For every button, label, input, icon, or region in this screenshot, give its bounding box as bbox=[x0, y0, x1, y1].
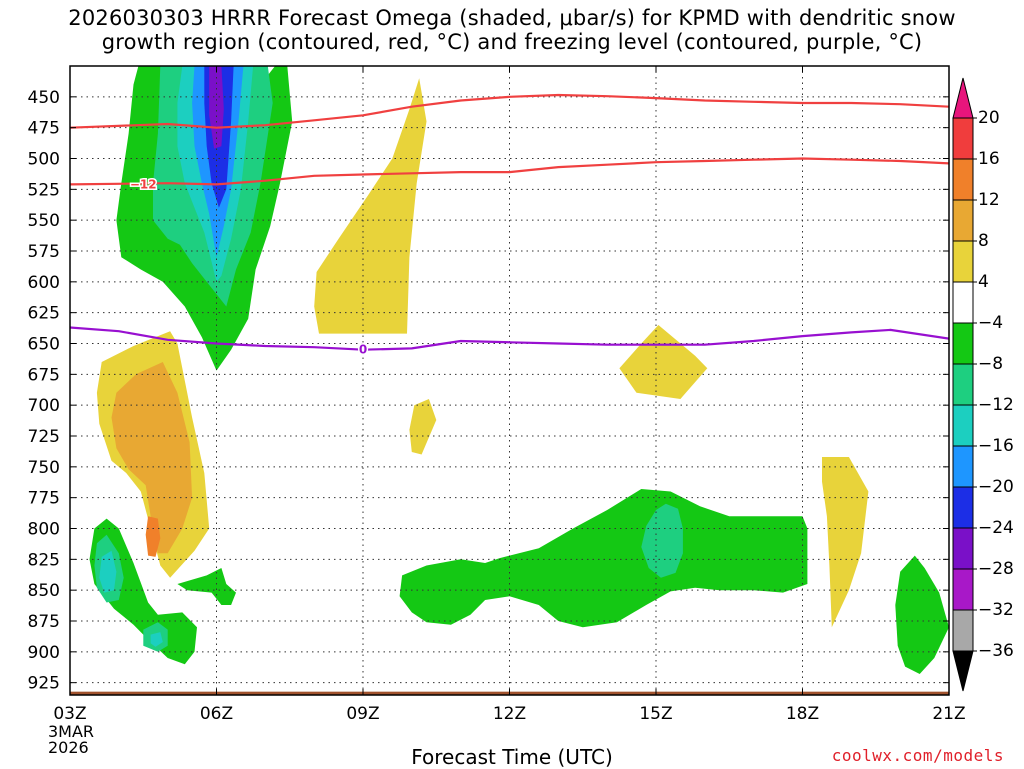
site-credit: coolwx.com/models bbox=[831, 746, 1004, 765]
y-tick-label-600: 600 bbox=[28, 273, 60, 293]
contour-label-1: −12 bbox=[130, 177, 157, 191]
omega-region-12to16-0 bbox=[145, 516, 161, 557]
colorbar-label-12: −32 bbox=[978, 600, 1014, 620]
x-tick-label-12Z: 12Z bbox=[493, 704, 526, 724]
omega-region--16to-12-2 bbox=[150, 632, 163, 647]
start-date-month: 3MAR bbox=[48, 722, 95, 741]
contour-line-0 bbox=[70, 93, 949, 129]
colorbar-label-1: 16 bbox=[978, 149, 1000, 169]
omega-region--8to-4-4 bbox=[895, 555, 949, 674]
y-tick-label-800: 800 bbox=[28, 520, 60, 540]
colorbar-bin-2 bbox=[952, 158, 974, 201]
x-tick-label-15Z: 15Z bbox=[639, 704, 672, 724]
x-tick-label-21Z: 21Z bbox=[932, 704, 965, 724]
colorbar-bin-1 bbox=[952, 117, 974, 160]
colorbar-label-8: −16 bbox=[978, 436, 1014, 456]
colorbar-bin-4 bbox=[952, 240, 974, 283]
x-axis-label: Forecast Time (UTC) bbox=[411, 745, 613, 769]
colorbar-label-11: −28 bbox=[978, 559, 1014, 579]
x-tick-label-03Z: 03Z bbox=[53, 704, 86, 724]
y-tick-label-850: 850 bbox=[28, 581, 60, 601]
y-tick-label-775: 775 bbox=[28, 489, 60, 509]
colorbar-label-0: 20 bbox=[978, 108, 1000, 128]
colorbar-bin-11 bbox=[952, 527, 974, 570]
contour-line-1 bbox=[70, 157, 949, 186]
colorbar-label-9: −20 bbox=[978, 477, 1014, 497]
chart-title-line-2: growth region (contoured, red, °C) and f… bbox=[101, 30, 923, 54]
colorbar-bin-6 bbox=[952, 322, 974, 365]
colorbar-label-2: 12 bbox=[978, 190, 1000, 210]
colorbar-bin-10 bbox=[952, 486, 974, 529]
colorbar-bin-7 bbox=[952, 363, 974, 406]
omega-region--8to-4-2 bbox=[177, 568, 236, 605]
colorbar-bin-5 bbox=[952, 281, 974, 324]
omega-region--16to-12-1 bbox=[99, 550, 117, 593]
colorbar-bin-3 bbox=[952, 199, 974, 242]
omega-region-4to8-4 bbox=[822, 457, 869, 628]
colorbar-label-3: 8 bbox=[978, 231, 989, 251]
colorbar-label-6: −8 bbox=[978, 354, 1003, 374]
chart-title-line-1: 2026030303 HRRR Forecast Omega (shaded, … bbox=[68, 6, 956, 30]
omega-region-4to8-1 bbox=[314, 78, 427, 334]
omega-region--12to-8-3 bbox=[641, 503, 683, 578]
start-date-year: 2026 bbox=[48, 738, 89, 757]
omega-region-4to8-3 bbox=[619, 325, 708, 399]
plot-area: −12 0 bbox=[70, 66, 949, 695]
colorbar: 20 16 12 8 4 −4 −8 −12 −16 −20 −24 −28 −32 −36 bbox=[952, 77, 1014, 692]
chart-title: 2026030303 HRRR Forecast Omega (shaded, … bbox=[0, 6, 1024, 54]
contour-label-2: 0 bbox=[359, 343, 367, 357]
y-tick-label-875: 875 bbox=[28, 612, 60, 632]
colorbar-top-tip bbox=[952, 77, 974, 119]
omega-region-8to12-0 bbox=[111, 362, 193, 554]
y-tick-label-900: 900 bbox=[28, 643, 60, 663]
x-tick-label-09Z: 09Z bbox=[346, 704, 379, 724]
colorbar-bin-13 bbox=[952, 609, 974, 652]
y-tick-label-475: 475 bbox=[28, 119, 60, 139]
contour-line-2 bbox=[70, 326, 949, 351]
omega-region--8to-4-3 bbox=[399, 489, 808, 628]
y-tick-label-625: 625 bbox=[28, 304, 60, 324]
omega-region-4to8-2 bbox=[409, 399, 437, 455]
colorbar-label-13: −36 bbox=[978, 641, 1014, 661]
y-tick-label-575: 575 bbox=[28, 242, 60, 262]
colorbar-label-7: −12 bbox=[978, 395, 1014, 415]
colorbar-label-5: −4 bbox=[978, 313, 1003, 333]
colorbar-label-10: −24 bbox=[978, 518, 1014, 538]
colorbar-bottom-tip bbox=[952, 650, 974, 692]
y-tick-label-525: 525 bbox=[28, 180, 60, 200]
y-tick-label-700: 700 bbox=[28, 396, 60, 416]
y-tick-label-825: 825 bbox=[28, 550, 60, 570]
colorbar-bin-12 bbox=[952, 568, 974, 611]
y-tick-label-750: 750 bbox=[28, 458, 60, 478]
x-tick-label-06Z: 06Z bbox=[200, 704, 233, 724]
colorbar-bin-8 bbox=[952, 404, 974, 447]
x-tick-label-18Z: 18Z bbox=[786, 704, 819, 724]
y-tick-label-550: 550 bbox=[28, 211, 60, 231]
colorbar-bin-9 bbox=[952, 445, 974, 488]
colorbar-label-4: 4 bbox=[978, 272, 989, 292]
y-tick-label-725: 725 bbox=[28, 427, 60, 447]
y-tick-label-450: 450 bbox=[28, 88, 60, 108]
y-tick-label-675: 675 bbox=[28, 365, 60, 385]
y-tick-label-650: 650 bbox=[28, 335, 60, 355]
y-tick-label-925: 925 bbox=[28, 674, 60, 694]
y-tick-label-500: 500 bbox=[28, 150, 60, 170]
